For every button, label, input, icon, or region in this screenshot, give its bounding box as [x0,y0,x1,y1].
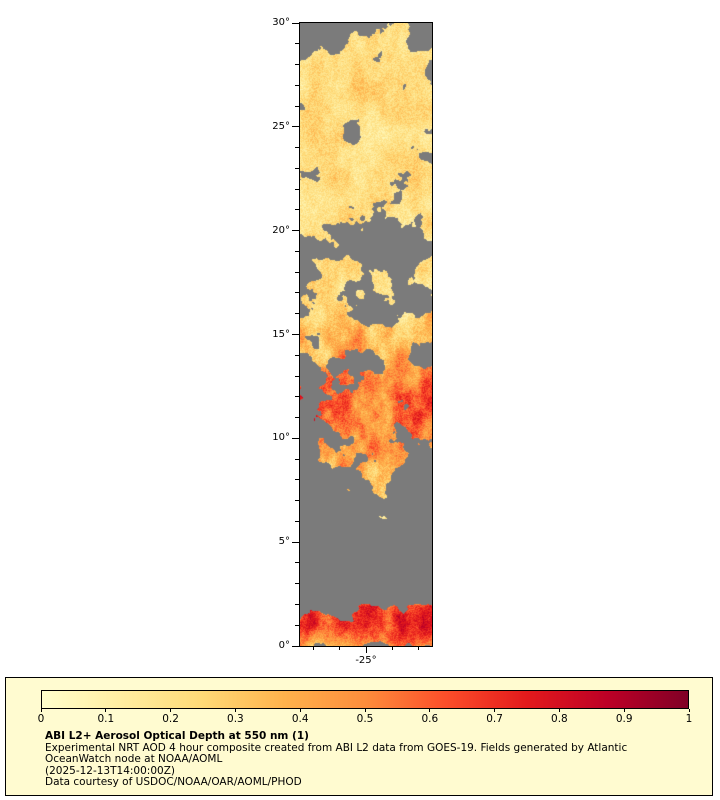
colorbar-tick-label: 0.5 [356,713,374,725]
colorbar-tick-label: 0.2 [162,713,179,725]
colorbar: 0 0.1 0.2 0.3 0.4 0.5 0.6 0.7 0.8 0.9 1 [37,690,692,730]
x-tick-label: -25° [355,655,377,666]
y-tick [292,437,299,439]
y-minor-tick [295,520,299,522]
caption-line-4: Data courtesy of USDOC/NOAA/OAR/AOML/PHO… [45,776,302,789]
colorbar-tick [429,709,431,712]
y-minor-tick [295,562,299,564]
x-minor-tick [312,646,314,650]
y-tick-label: 15° [272,328,290,340]
y-tick-label: 5° [278,536,290,548]
colorbar-tick [105,709,107,712]
colorbar-tick [364,709,366,712]
y-minor-tick [295,84,299,86]
colorbar-tick-label: 0 [37,713,45,725]
colorbar-tick-label: 0.3 [227,713,244,725]
caption-line-1: Experimental NRT AOD 4 hour composite cr… [45,741,628,754]
y-tick-label: 25° [272,120,290,132]
colorbar-tick [494,709,496,712]
colorbar-tick-label: 0.4 [291,713,309,725]
y-minor-tick [295,250,299,252]
y-minor-tick [295,43,299,45]
y-minor-tick [295,313,299,315]
colorbar-tick [299,709,301,712]
colorbar-gradient [41,690,689,709]
colorbar-tick [170,709,172,712]
y-tick [292,645,299,647]
colorbar-tick [40,709,42,712]
colorbar-tick-label: 1 [685,713,693,725]
aod-raster [300,23,432,646]
y-minor-tick [295,396,299,398]
y-minor-tick [295,479,299,481]
colorbar-tick [234,709,236,712]
y-minor-tick [295,603,299,605]
caption-title: ABI L2+ Aerosol Optical Depth at 550 nm … [45,730,309,742]
y-tick-label: 30° [272,17,290,28]
y-minor-tick [295,500,299,502]
y-minor-tick [295,105,299,107]
y-minor-tick [295,417,299,419]
y-tick [292,541,299,543]
colorbar-tick [623,709,625,712]
colorbar-tick-label: 0.1 [97,713,115,725]
y-minor-tick [295,375,299,377]
colorbar-tick-label: 0.8 [551,713,568,725]
y-minor-tick [295,167,299,169]
colorbar-tick [688,709,690,712]
colorbar-tick-label: 0.9 [615,713,633,725]
x-minor-tick [339,646,341,650]
y-minor-tick [295,64,299,66]
y-tick-label: 0° [278,640,290,651]
y-tick [292,334,299,335]
colorbar-tick-label: 0.7 [486,713,503,725]
y-minor-tick [295,271,299,273]
x-tick [365,646,367,653]
y-minor-tick [295,147,299,149]
y-tick-label: 10° [272,432,290,444]
y-minor-tick [295,209,299,211]
caption-line-2: OceanWatch node at NOAA/AOML [45,753,223,766]
y-minor-tick [295,292,299,294]
colorbar-tick [558,709,560,712]
legend-box: 0 0.1 0.2 0.3 0.4 0.5 0.6 0.7 0.8 0.9 1 ABI L2+ Ae… [5,677,713,796]
map-plot: 0° 5° 10° 15° 20° 25° 30° -25° [272,17,433,666]
y-tick [292,22,299,24]
y-tick-label: 20° [272,224,290,236]
x-minor-tick [418,646,420,650]
y-minor-tick [295,354,299,356]
y-minor-tick [295,624,299,626]
x-minor-tick [391,646,393,650]
y-minor-tick [295,188,299,190]
y-tick [292,126,299,128]
colorbar-tick-label: 0.6 [421,713,439,725]
y-tick [292,230,299,232]
caption-line-3: (2025-12-13T14:00:00Z) [45,764,175,777]
caption: ABI L2+ Aerosol Optical Depth at 550 nm … [45,730,702,789]
y-minor-tick [295,583,299,585]
y-minor-tick [295,458,299,460]
